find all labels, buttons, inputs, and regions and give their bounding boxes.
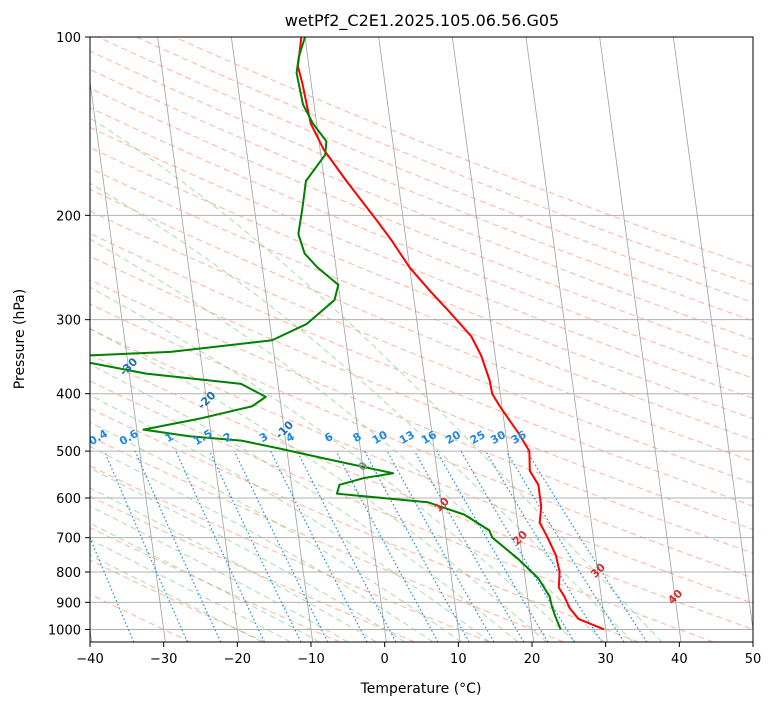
x-axis-label: Temperature (°C)	[360, 681, 482, 697]
moist-adiabat-line	[90, 394, 490, 642]
background-lines	[90, 37, 753, 642]
y-tick-label: 200	[56, 209, 81, 224]
dry-adiabat-line	[90, 527, 341, 642]
isotherm-line	[525, 37, 608, 642]
dry-adiabat-line	[90, 126, 753, 399]
dry-adiabat-line	[90, 465, 490, 642]
y-tick-label: 900	[56, 596, 81, 611]
mixing-ratio-line	[485, 450, 603, 642]
dry-adiabat-line	[90, 328, 753, 604]
dry-adiabat-line	[90, 279, 753, 554]
y-tick-label: 1000	[48, 623, 81, 638]
x-tick-label: 40	[671, 652, 688, 667]
x-tick-label: −10	[297, 652, 324, 667]
moist-adiabat-line	[90, 286, 576, 642]
axis-ticks: −40 −30 −20 −10 0 10 20 30 40 50 100 200 300 400 500 60…	[48, 31, 761, 667]
chart-title: wetPf2_C2E1.2025.105.06.56.G05	[285, 11, 559, 31]
moist-adiabat-line	[90, 554, 263, 642]
dry-adiabat-line	[90, 436, 565, 642]
x-tick-label: 0	[381, 652, 389, 667]
isotherm-line	[90, 78, 166, 642]
moist-adiabat-line	[90, 327, 547, 642]
x-tick-label: 50	[745, 652, 762, 667]
mixing-ratio-line	[460, 450, 576, 642]
plot-frame	[89, 36, 754, 643]
moist-adiabat-line	[90, 117, 663, 642]
isotherm-line	[157, 37, 240, 642]
x-tick-label: 20	[524, 652, 541, 667]
x-tick-label: −20	[224, 652, 251, 667]
series-layer	[90, 37, 605, 631]
mixing-ratio-line	[335, 450, 439, 642]
mixing-ratio-line	[103, 450, 189, 642]
dry-adiabat-line	[90, 255, 753, 530]
isotherm-line	[599, 37, 682, 642]
y-tick-label: 500	[56, 445, 81, 460]
x-tick-label: 30	[597, 652, 614, 667]
dry-adiabat-line	[90, 69, 753, 341]
mixing-ratio-line	[526, 450, 648, 642]
moist-adiabat-line	[90, 487, 377, 642]
mixing-ratio-line	[364, 450, 470, 642]
moist-adiabat-line	[90, 421, 462, 642]
dry-adiabat-line	[90, 354, 753, 630]
x-tick-label: −40	[76, 652, 103, 667]
moist-adiabat-line	[90, 538, 291, 642]
y-tick-label: 700	[56, 532, 81, 547]
dry-adiabat-line	[90, 167, 753, 441]
moist-adiabat-line	[90, 182, 634, 642]
moist-adiabat-line	[90, 467, 405, 642]
mixing-ratio-line	[233, 450, 329, 642]
mixing-ratio-line	[296, 450, 397, 642]
isotherm-line	[672, 37, 753, 633]
dry-adiabat-line	[90, 303, 753, 579]
dry-adiabat-line	[136, 37, 753, 286]
moist-adiabat-line	[90, 363, 519, 642]
temperature-profile-line	[296, 37, 605, 631]
dry-adiabat-line	[90, 50, 753, 322]
y-tick-label: 600	[56, 492, 81, 507]
mixing-ratio-line	[505, 450, 625, 642]
dry-adiabat-line	[90, 232, 753, 507]
x-tick-label: 10	[450, 652, 467, 667]
dewpoint-profile-line	[90, 37, 562, 630]
dry-adiabat-line	[90, 107, 753, 379]
isotherm-line	[451, 37, 535, 642]
mixing-ratio-line	[90, 536, 135, 642]
y-tick-label: 100	[56, 31, 81, 46]
dry-adiabat-line	[90, 380, 714, 642]
y-axis-label: Pressure (hPa)	[12, 289, 28, 389]
y-tick-label: 800	[56, 566, 81, 581]
mixing-ratio-line	[386, 450, 495, 642]
line-labels: 0.10.20.40.611.52346810131620253036-100-…	[90, 355, 686, 607]
y-tick-label: 400	[56, 388, 81, 403]
y-tick-label: 300	[56, 314, 81, 329]
dry-adiabat-line	[90, 559, 266, 642]
isotherm-line	[378, 37, 461, 642]
moist-adiabat-line	[90, 238, 605, 642]
dry-adiabat-line	[90, 188, 753, 462]
x-tick-label: −30	[150, 652, 177, 667]
